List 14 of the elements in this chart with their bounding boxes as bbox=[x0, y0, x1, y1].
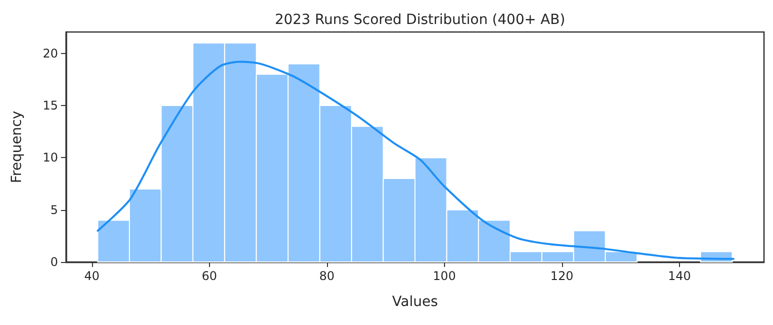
chart-title: 2023 Runs Scored Distribution (400+ AB) bbox=[274, 12, 566, 28]
x-tick-label: 80 bbox=[319, 269, 335, 283]
x-tick-label: 120 bbox=[550, 269, 574, 283]
x-tick-label: 140 bbox=[668, 269, 691, 283]
y-axis-title: Frequency bbox=[9, 110, 25, 184]
x-tick-label: 100 bbox=[432, 269, 456, 283]
y-tick-label: 15 bbox=[42, 98, 58, 113]
x-tick-label: 40 bbox=[84, 269, 100, 283]
y-tick-label: 0 bbox=[50, 255, 58, 269]
y-tick-label: 20 bbox=[42, 46, 58, 60]
x-tick-label: 60 bbox=[202, 269, 217, 283]
x-axis-title: Values bbox=[392, 294, 438, 310]
y-tick-label: 10 bbox=[42, 150, 58, 165]
y-tick-label: 5 bbox=[50, 202, 58, 217]
